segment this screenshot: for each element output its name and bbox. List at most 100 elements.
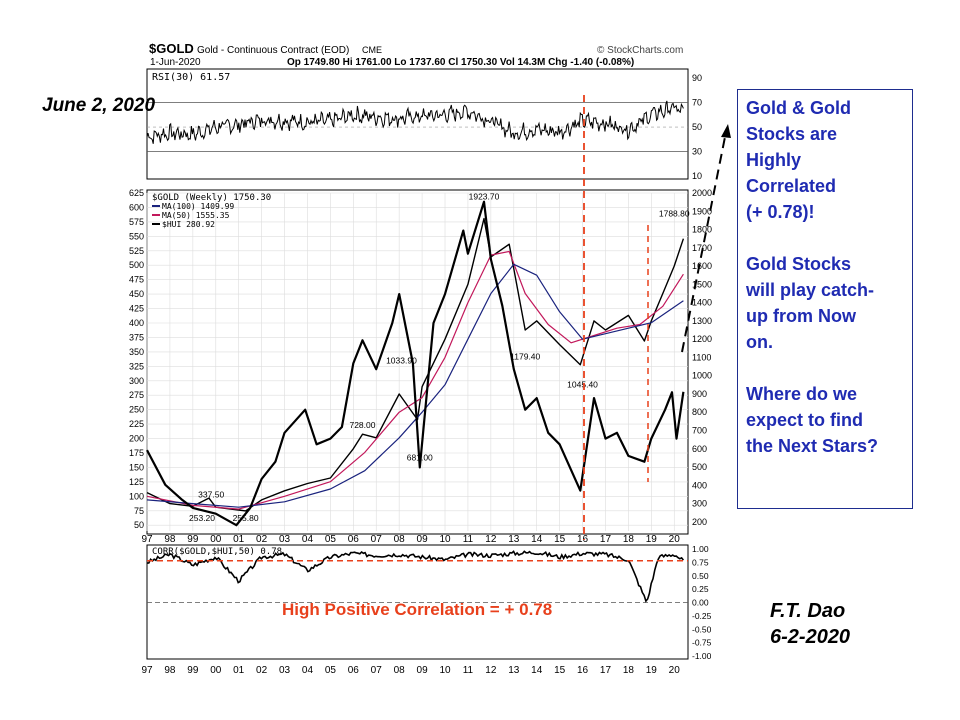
x-tick-label: 06 — [348, 534, 360, 545]
callout-paragraph-1: Gold & Gold Stocks are Highly Correlated… — [746, 98, 851, 222]
legend-ma100: MA(100) 1409.99 — [162, 202, 234, 211]
price-annotation-label: 728.00 — [349, 420, 375, 430]
gold-tick-label: 700 — [692, 426, 707, 436]
x-tick-label: 02 — [256, 534, 268, 545]
x-tick-label: 06 — [348, 665, 360, 676]
corr-tick-label: -0.25 — [692, 611, 712, 621]
rsi-line — [146, 100, 684, 144]
x-tick-label: 02 — [256, 665, 268, 676]
gold-tick-label: 1100 — [692, 352, 711, 362]
x-tick-label: 10 — [439, 534, 451, 545]
gold-tick-label: 1200 — [692, 334, 712, 344]
ma100-line — [146, 263, 684, 508]
price-annotation-label: 1923.70 — [469, 191, 500, 201]
x-tick-label: 13 — [508, 665, 520, 676]
corr-tick-label: 0.50 — [692, 571, 709, 581]
rsi-tick-label: 10 — [692, 171, 702, 181]
corr-tick-label: -0.75 — [692, 638, 712, 648]
corr-tick-label: 1.00 — [692, 544, 709, 554]
x-tick-label: 16 — [577, 534, 589, 545]
gold-axis: 200 300 400 500 600 700 800 900 1000 1100 1200 1300… — [692, 188, 712, 527]
hui-tick-label: 175 — [129, 448, 144, 458]
x-tick-label: 14 — [531, 534, 543, 545]
correlation-caption: High Positive Correlation = + 0.78 — [282, 600, 553, 619]
gold-tick-label: 1000 — [692, 371, 712, 381]
hui-tick-label: 625 — [129, 188, 144, 198]
hui-tick-label: 500 — [129, 260, 144, 270]
quote-date: 1-Jun-2020 — [150, 57, 201, 68]
correlation-line — [146, 550, 685, 603]
price-annotation-label: 1033.90 — [386, 355, 417, 365]
x-tick-label: 17 — [600, 665, 612, 676]
projection-arrow — [681, 131, 727, 353]
x-tick-label: 12 — [485, 665, 497, 676]
hui-tick-label: 550 — [129, 231, 144, 241]
quote-line: Op 1749.80 Hi 1761.00 Lo 1737.60 Cl 1750… — [287, 57, 634, 68]
x-tick-label: 10 — [439, 665, 451, 676]
hui-tick-label: 600 — [129, 202, 144, 212]
gold-tick-label: 1300 — [692, 316, 712, 326]
hui-tick-label: 300 — [129, 376, 144, 386]
x-tick-label: 09 — [417, 534, 429, 545]
gold-tick-label: 1900 — [692, 206, 712, 216]
rsi-tick-label: 30 — [692, 147, 702, 157]
x-tick-label: 05 — [325, 665, 337, 676]
hui-tick-label: 250 — [129, 405, 144, 415]
x-tick-label: 03 — [279, 534, 291, 545]
gold-tick-label: 1600 — [692, 261, 712, 271]
price-annotation-label: 1045.40 — [567, 380, 598, 390]
corr-frame — [146, 544, 689, 660]
price-panel: 50 75 100 125 150 175 200 225 250 275 300 325 350 375… — [129, 188, 712, 535]
gold-tick-label: 900 — [692, 389, 707, 399]
hui-tick-label: 150 — [129, 462, 144, 472]
hui-tick-label: 400 — [129, 318, 144, 328]
author-name: F.T. Dao — [770, 600, 846, 622]
x-tick-label: 15 — [554, 534, 566, 545]
x-tick-label: 07 — [371, 534, 383, 545]
gold-price-line — [146, 217, 685, 512]
price-x-axis: 97 98 99 00 01 02 03 04 05 06 07 08 09 10 11 12 13 14 15 16… — [141, 534, 680, 545]
hui-tick-label: 475 — [129, 275, 144, 285]
gold-tick-label: 800 — [692, 407, 707, 417]
x-tick-label: 08 — [394, 665, 406, 676]
hui-tick-label: 375 — [129, 332, 144, 342]
gold-tick-label: 1400 — [692, 298, 712, 308]
price-labels: 337.50 253.20 255.80 728.00 681.00 1033.90 192… — [189, 191, 690, 523]
legend-ma50: MA(50) 1555.35 — [162, 211, 230, 220]
x-tick-label: 17 — [600, 534, 612, 545]
x-tick-label: 20 — [669, 534, 681, 545]
x-tick-label: 18 — [623, 534, 635, 545]
x-tick-label: 98 — [164, 665, 176, 676]
rsi-panel: 10 30 50 70 90 RSI(30) 61.57 — [146, 68, 702, 181]
rsi-tick-label: 90 — [692, 73, 702, 83]
source-label: © StockCharts.com — [597, 45, 683, 56]
x-tick-label: 20 — [669, 665, 681, 676]
callout-paragraph-2: Gold Stocks will play catch- up from Now… — [746, 254, 875, 352]
gold-tick-label: 400 — [692, 480, 707, 490]
rsi-tick-label: 70 — [692, 98, 702, 108]
contract-name: Gold - Continuous Contract (EOD) — [197, 45, 349, 56]
x-tick-label: 99 — [187, 665, 199, 676]
hui-tick-label: 200 — [129, 434, 144, 444]
callout-box: Gold & Gold Stocks are Highly Correlated… — [737, 89, 913, 509]
symbol-label: $GOLD — [149, 41, 194, 56]
x-tick-label: 01 — [233, 665, 245, 676]
x-tick-label: 19 — [646, 534, 658, 545]
gold-tick-label: 1800 — [692, 225, 712, 235]
x-tick-label: 05 — [325, 534, 337, 545]
x-tick-label: 04 — [302, 534, 314, 545]
price-annotation-label: 255.80 — [233, 513, 259, 523]
price-legend: $GOLD (Weekly) 1750.30 MA(100) 1409.99 M… — [152, 193, 271, 229]
corr-tick-label: -0.50 — [692, 624, 712, 634]
hui-tick-label: 350 — [129, 347, 144, 357]
gold-tick-label: 200 — [692, 517, 707, 527]
x-tick-label: 00 — [210, 534, 222, 545]
gold-tick-label: 1500 — [692, 279, 712, 289]
price-annotation-label: 681.00 — [407, 453, 433, 463]
x-tick-label: 12 — [485, 534, 497, 545]
hui-tick-label: 225 — [129, 419, 144, 429]
x-tick-label: 18 — [623, 665, 635, 676]
x-tick-label: 15 — [554, 665, 566, 676]
x-tick-label: 11 — [463, 534, 474, 545]
gold-tick-label: 1700 — [692, 243, 712, 253]
